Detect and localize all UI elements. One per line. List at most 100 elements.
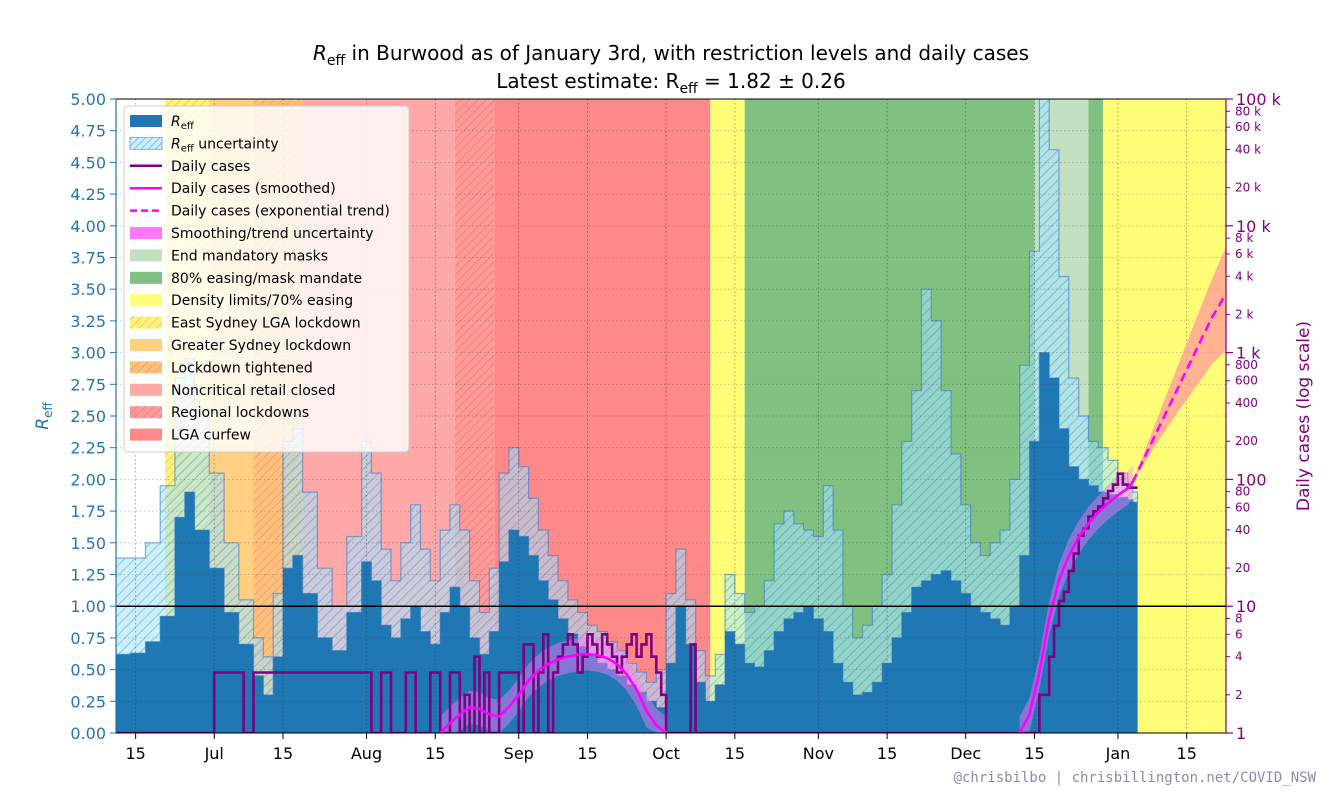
left-tick-label-20: 5.00 <box>70 90 106 109</box>
right-minor-label-12: 2 k <box>1235 307 1253 321</box>
credit-text: @chrisbilbo | chrisbillington.net/COVID_… <box>953 770 1316 786</box>
right-minor-label-15: 8 k <box>1235 231 1253 245</box>
legend-label-smoothed: Daily cases (smoothed) <box>171 181 336 197</box>
legend-label-curfew: LGA curfew <box>171 428 251 444</box>
smoothed-line-a <box>439 652 667 733</box>
chart-title-line1: Reff in Burwood as of January 3rd, with … <box>313 41 1029 69</box>
legend-swatch-noncritical <box>130 383 162 396</box>
smoothed-line-b <box>1018 481 1134 733</box>
legend-swatch-reff <box>130 115 162 127</box>
left-tick-label-0: 0.00 <box>70 724 106 743</box>
legend-swatch-greater_sydney <box>130 339 162 351</box>
left-tick-label-16: 4.00 <box>70 217 106 236</box>
left-tick-label-6: 1.50 <box>70 534 106 553</box>
right-minor-label-18: 60 k <box>1235 120 1261 134</box>
legend-swatch-easing80 <box>130 271 162 284</box>
x-axis: 15 Jul 15 Aug 15 Sep 15 Oct 15 Nov 15 Dec 15 Jan 15 <box>125 733 1197 763</box>
right-major-label-4: 10 k <box>1236 217 1271 236</box>
x-tick-label-6: 15 <box>577 744 597 763</box>
right-minor-label-4: 20 <box>1235 561 1250 575</box>
legend-box <box>123 105 410 453</box>
x-tick-label-9: Nov <box>803 744 834 763</box>
right-minor-label-10: 600 <box>1235 374 1258 388</box>
legend-label-reff_unc: Reff uncertainty <box>171 136 279 154</box>
right-minor-label-5: 40 <box>1235 523 1250 537</box>
right-minor-label-7: 80 <box>1235 485 1250 499</box>
left-tick-label-1: 0.25 <box>70 692 106 711</box>
left-tick-label-14: 3.50 <box>70 280 106 299</box>
right-minor-label-0: 2 <box>1235 688 1243 702</box>
right-minor-label-2: 6 <box>1235 627 1243 641</box>
x-tick-label-11: Dec <box>950 744 981 763</box>
legend-swatch-density <box>130 294 162 307</box>
x-tick-label-12: 15 <box>1024 744 1044 763</box>
legend-swatch-masks_end <box>130 249 162 262</box>
x-tick-label-3: Aug <box>351 744 382 763</box>
right-minor-label-17: 40 k <box>1235 142 1261 156</box>
legend-label-density: Density limits/70% easing <box>171 293 353 309</box>
left-tick-label-7: 1.75 <box>70 502 106 521</box>
legend-label-tightened: Lockdown tightened <box>171 360 313 376</box>
left-tick-label-19: 4.75 <box>70 122 106 141</box>
reff-area <box>116 352 1138 733</box>
left-tick-label-18: 4.50 <box>70 153 106 172</box>
legend-label-trend: Daily cases (exponential trend) <box>171 204 390 220</box>
trend-line <box>1131 293 1226 483</box>
legend-label-east_sydney: East Sydney LGA lockdown <box>171 316 361 332</box>
chart-title-line2: Latest estimate: Reff = 1.82 ± 0.26 <box>496 69 845 97</box>
legend-label-regional: Regional lockdowns <box>171 405 309 421</box>
left-axis: 0.00 0.25 0.50 0.75 1.00 1.25 1.50 1.75 2.00 2.25… <box>70 90 116 743</box>
right-axis-label: Daily cases (log scale) <box>1294 321 1314 511</box>
left-tick-label-17: 4.25 <box>70 185 106 204</box>
legend-label-masks_end: End mandatory masks <box>171 248 328 264</box>
reff-layer <box>116 99 1139 733</box>
right-minor-label-9: 400 <box>1235 396 1258 410</box>
right-major-label-2: 100 <box>1236 470 1267 489</box>
right-minor-label-3: 8 <box>1235 611 1243 625</box>
legend-label-reff: Reff <box>171 114 195 132</box>
right-major-label-1: 10 <box>1236 597 1256 616</box>
right-minor-label-11: 800 <box>1235 358 1258 372</box>
x-tick-label-13: Jan <box>1105 744 1131 763</box>
daily-cases-line <box>116 472 1138 733</box>
right-major-label-5: 100 k <box>1236 90 1282 109</box>
right-minor-label-1: 4 <box>1235 650 1243 664</box>
legend-label-noncritical: Noncritical retail closed <box>171 383 336 399</box>
right-minor-label-16: 20 k <box>1235 181 1261 195</box>
left-tick-label-2: 0.50 <box>70 661 106 680</box>
left-tick-label-10: 2.50 <box>70 407 106 426</box>
legend-label-smooth_unc: Smoothing/trend uncertainty <box>171 226 374 242</box>
x-tick-label-2: 15 <box>273 744 293 763</box>
left-tick-label-11: 2.75 <box>70 375 106 394</box>
right-minor-label-6: 60 <box>1235 501 1250 515</box>
right-minor-label-19: 80 k <box>1235 104 1261 118</box>
left-tick-label-4: 1.00 <box>70 597 106 616</box>
legend-label-easing80: 80% easing/mask mandate <box>171 271 362 287</box>
right-minor-label-8: 200 <box>1235 434 1258 448</box>
legend-swatch-hatch-tightened <box>130 361 162 374</box>
legend-swatch-smooth_unc <box>130 227 162 239</box>
left-tick-label-8: 2.00 <box>70 470 106 489</box>
legend-swatch-hatch-east_sydney <box>130 316 162 329</box>
legend-swatch-hatch-regional <box>130 406 162 419</box>
left-tick-label-5: 1.25 <box>70 566 106 585</box>
legend: Reff Reff uncertainty Daily cases Daily cas… <box>123 105 410 453</box>
legend-label-daily: Daily cases <box>171 159 250 175</box>
right-minor-label-14: 6 k <box>1235 247 1253 261</box>
x-tick-label-8: 15 <box>725 744 745 763</box>
legend-label-greater_sydney: Greater Sydney lockdown <box>171 338 351 354</box>
x-tick-label-0: 15 <box>125 744 145 763</box>
left-axis-label: Reff <box>33 402 55 430</box>
left-tick-label-15: 3.75 <box>70 249 106 268</box>
right-axis: 1 10 100 1 k 10 k 100 k 2 4 6 8 20 40 60 80 200 400 600 8… <box>1226 90 1282 743</box>
legend-swatch-curfew <box>130 428 162 441</box>
x-tick-label-10: 15 <box>877 744 897 763</box>
right-minor-label-13: 4 k <box>1235 269 1253 283</box>
legend-swatch-hatch-reff_unc <box>130 137 162 150</box>
x-tick-label-1: Jul <box>204 744 224 763</box>
cases-layer <box>116 247 1226 733</box>
right-major-label-3: 1 k <box>1236 344 1261 363</box>
right-major-label-0: 1 <box>1236 724 1246 743</box>
x-tick-label-14: 15 <box>1177 744 1197 763</box>
